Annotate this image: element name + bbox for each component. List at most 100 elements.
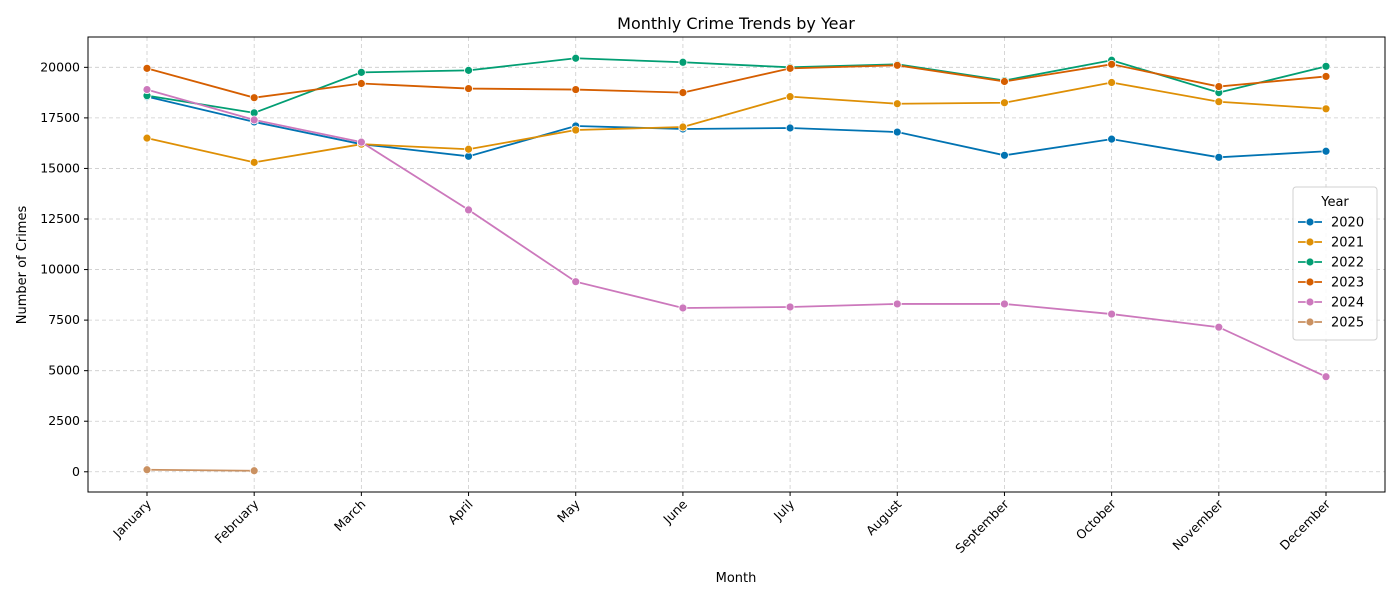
x-tick-label: February bbox=[212, 496, 262, 546]
data-point bbox=[1321, 72, 1331, 81]
axes: 0 2500 5000 7500 10000 12500 15000 17500 20000 Ja… bbox=[40, 36, 1386, 556]
legend-label-2023: 2023 bbox=[1331, 276, 1364, 291]
series-2021 bbox=[142, 78, 1331, 167]
x-tick-label: January bbox=[109, 496, 154, 541]
legend: Year 2020 2021 2022 2023 2024 2025 bbox=[1292, 186, 1378, 341]
data-point bbox=[1214, 97, 1224, 107]
legend-label-2025: 2025 bbox=[1331, 316, 1364, 331]
data-point bbox=[464, 84, 473, 93]
x-axis-label: Month bbox=[716, 571, 757, 586]
legend-label-2022: 2022 bbox=[1331, 256, 1364, 271]
legend-item-2020: 2020 bbox=[1298, 216, 1364, 231]
data-point bbox=[356, 67, 366, 77]
data-point bbox=[785, 302, 795, 312]
series-line-2022 bbox=[146, 57, 1327, 114]
series-line-2024 bbox=[146, 88, 1327, 378]
x-tick-label: July bbox=[770, 496, 798, 524]
x-tick-label: March bbox=[331, 497, 369, 535]
x-tick-label: October bbox=[1073, 496, 1120, 543]
data-point bbox=[678, 303, 688, 313]
legend-item-2024: 2024 bbox=[1298, 296, 1364, 311]
data-point bbox=[142, 63, 152, 73]
data-point bbox=[678, 122, 688, 132]
legend-marker-2020 bbox=[1305, 217, 1315, 227]
data-point bbox=[464, 65, 473, 75]
data-point bbox=[785, 92, 795, 102]
y-tick-label: 10000 bbox=[40, 262, 80, 277]
data-point bbox=[1107, 309, 1117, 319]
data-point bbox=[892, 99, 902, 109]
legend-marker-2024 bbox=[1305, 297, 1315, 307]
data-point bbox=[249, 93, 259, 103]
data-point bbox=[142, 133, 152, 143]
y-tick-label: 15000 bbox=[40, 160, 80, 175]
data-point bbox=[464, 205, 473, 215]
data-point bbox=[1000, 98, 1009, 108]
data-point bbox=[785, 123, 795, 133]
y-tick-label: 5000 bbox=[48, 363, 80, 378]
data-point bbox=[1214, 82, 1224, 91]
data-point bbox=[1214, 322, 1224, 332]
y-tick-label: 17500 bbox=[40, 110, 80, 125]
data-point bbox=[571, 85, 581, 94]
legend-marker-2023 bbox=[1305, 277, 1315, 287]
series-layer bbox=[142, 53, 1331, 476]
data-point bbox=[249, 157, 259, 167]
x-tick-label: September bbox=[952, 496, 1012, 556]
data-point bbox=[1214, 152, 1224, 162]
data-point bbox=[464, 144, 473, 154]
legend-label-2024: 2024 bbox=[1331, 296, 1364, 311]
y-tick-label: 12500 bbox=[40, 211, 80, 226]
legend-marker-2022 bbox=[1305, 257, 1315, 267]
data-point bbox=[1321, 146, 1331, 156]
data-point bbox=[142, 85, 152, 94]
series-line-2025 bbox=[146, 468, 255, 472]
data-point bbox=[571, 277, 581, 287]
x-tick-label: May bbox=[554, 496, 583, 525]
legend-label-2020: 2020 bbox=[1331, 216, 1364, 231]
y-tick-label: 2500 bbox=[48, 413, 80, 428]
legend-marker-2025 bbox=[1305, 317, 1315, 327]
data-point bbox=[1107, 78, 1117, 87]
legend-item-2025: 2025 bbox=[1298, 316, 1364, 331]
data-point bbox=[249, 115, 259, 125]
plot-frame bbox=[87, 36, 1386, 493]
data-point bbox=[785, 63, 795, 73]
grid bbox=[88, 37, 1385, 492]
data-point bbox=[1321, 104, 1331, 114]
data-point bbox=[1107, 59, 1117, 69]
data-point bbox=[1321, 61, 1331, 71]
data-point bbox=[1000, 150, 1009, 160]
data-point bbox=[356, 79, 366, 88]
series-line-2020 bbox=[146, 95, 1327, 159]
data-point bbox=[892, 127, 902, 137]
x-tick-label: November bbox=[1169, 496, 1226, 553]
data-point bbox=[249, 466, 259, 476]
y-tick-label: 0 bbox=[72, 464, 80, 479]
data-point bbox=[571, 53, 581, 63]
series-2024 bbox=[142, 85, 1331, 382]
data-point bbox=[678, 88, 688, 98]
data-point bbox=[1000, 77, 1009, 86]
data-point bbox=[142, 465, 152, 475]
x-tick-label: April bbox=[445, 497, 476, 528]
data-point bbox=[1107, 134, 1117, 144]
y-tick-label: 20000 bbox=[40, 59, 80, 74]
data-point bbox=[356, 137, 366, 147]
series-line-2021 bbox=[146, 81, 1327, 164]
x-tick-label: June bbox=[659, 496, 690, 527]
data-point bbox=[1321, 372, 1331, 382]
legend-label-2021: 2021 bbox=[1331, 236, 1364, 251]
x-tick-label: August bbox=[863, 496, 905, 538]
data-point bbox=[892, 60, 902, 70]
series-2022 bbox=[142, 53, 1331, 118]
data-point bbox=[1000, 299, 1009, 309]
legend-item-2022: 2022 bbox=[1298, 256, 1364, 271]
legend-item-2021: 2021 bbox=[1298, 236, 1364, 251]
chart-title: Monthly Crime Trends by Year bbox=[617, 14, 855, 33]
legend-item-2023: 2023 bbox=[1298, 276, 1364, 291]
data-point bbox=[571, 125, 581, 135]
legend-title: Year bbox=[1320, 195, 1349, 210]
